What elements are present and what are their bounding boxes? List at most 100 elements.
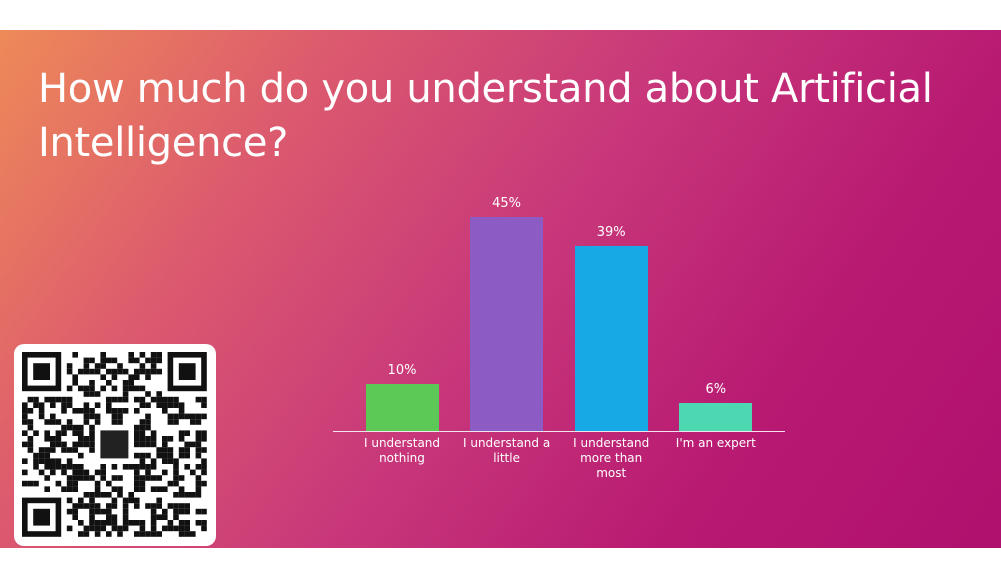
qr-module xyxy=(66,480,73,487)
qr-module xyxy=(78,408,84,414)
qr-module xyxy=(178,363,196,380)
qr-module xyxy=(94,503,101,509)
qr-module xyxy=(50,458,56,464)
qr-module xyxy=(117,396,123,403)
qr-module xyxy=(139,441,146,448)
qr-module xyxy=(122,464,129,470)
qr-module xyxy=(134,396,140,403)
qr-module xyxy=(162,458,168,464)
qr-module xyxy=(167,458,174,464)
bar xyxy=(679,402,753,431)
qr-module xyxy=(106,508,112,515)
qr-module xyxy=(22,469,28,476)
qr-module xyxy=(111,486,118,492)
qr-module xyxy=(111,408,118,414)
qr-module xyxy=(195,508,202,515)
qr-module xyxy=(83,385,90,392)
qr-module xyxy=(38,402,45,408)
qr-module xyxy=(201,436,207,442)
qr-module xyxy=(134,475,140,481)
qr-module xyxy=(134,531,140,537)
qr-module xyxy=(178,531,185,537)
qr-module xyxy=(106,531,112,537)
qr-module xyxy=(78,368,84,375)
qr-module xyxy=(178,447,185,453)
qr-module xyxy=(145,436,151,442)
qr-module xyxy=(173,492,179,498)
qr-module xyxy=(150,352,157,358)
qr-module xyxy=(139,458,146,464)
qr-module xyxy=(50,447,56,453)
qr-module xyxy=(150,430,157,436)
qr-module xyxy=(83,525,90,532)
qr-module xyxy=(145,503,151,509)
qr-module xyxy=(22,413,28,420)
qr-module xyxy=(128,385,134,392)
qr-module xyxy=(78,520,84,526)
qr-module xyxy=(184,508,190,515)
qr-module xyxy=(117,368,123,375)
qr-module xyxy=(156,391,162,397)
qr-module xyxy=(89,385,95,392)
qr-module xyxy=(173,419,179,425)
qr-module xyxy=(72,424,78,431)
qr-module xyxy=(66,525,73,532)
qr-module xyxy=(195,419,202,425)
qr-module xyxy=(61,447,67,453)
qr-module xyxy=(89,430,95,436)
qr-module xyxy=(145,464,151,470)
qr-module xyxy=(150,525,157,532)
qr-module xyxy=(150,503,157,509)
qr-module xyxy=(27,480,34,487)
qr-module xyxy=(33,480,39,487)
qr-module xyxy=(139,396,146,403)
qr-module xyxy=(178,430,185,436)
qr-module xyxy=(44,464,50,470)
qr-module xyxy=(195,452,202,459)
qr-module xyxy=(61,464,67,470)
qr-module xyxy=(145,402,151,408)
qr-module xyxy=(122,385,129,392)
qr-module xyxy=(178,402,185,408)
qr-module xyxy=(117,525,123,532)
qr-module xyxy=(156,486,162,492)
qr-module xyxy=(100,475,106,481)
qr-module xyxy=(134,408,140,414)
qr-module xyxy=(150,368,157,375)
qr-module xyxy=(195,480,202,487)
qr-module xyxy=(22,430,28,436)
qr-module xyxy=(55,464,62,470)
qr-module xyxy=(61,396,67,403)
qr-module xyxy=(167,525,174,532)
qr-module xyxy=(156,503,162,509)
qr-module xyxy=(195,486,202,492)
qr-module xyxy=(106,492,112,498)
qr-module xyxy=(139,480,146,487)
qr-module xyxy=(100,374,106,380)
qr-module xyxy=(178,413,185,420)
qr-module xyxy=(117,413,123,420)
qr-module xyxy=(78,424,84,431)
qr-module xyxy=(106,480,112,487)
qr-module xyxy=(106,503,112,509)
qr-module xyxy=(122,497,129,504)
qr-module xyxy=(201,402,207,408)
qr-module xyxy=(173,480,179,487)
qr-module xyxy=(173,402,179,408)
qr-module xyxy=(33,458,39,464)
qr-module xyxy=(122,391,129,397)
qr-module xyxy=(83,441,90,448)
qr-module xyxy=(139,430,146,436)
qr-module xyxy=(167,520,174,526)
qr-module xyxy=(83,368,90,375)
qr-module xyxy=(167,503,174,509)
qr-module xyxy=(139,436,146,442)
qr-module xyxy=(66,402,73,408)
qr-module xyxy=(195,413,202,420)
qr-module xyxy=(178,408,185,414)
value-label: 45% xyxy=(492,196,522,212)
qr-module xyxy=(162,447,168,453)
qr-module xyxy=(150,520,157,526)
qr-module xyxy=(38,447,45,453)
qr-module xyxy=(134,424,140,431)
